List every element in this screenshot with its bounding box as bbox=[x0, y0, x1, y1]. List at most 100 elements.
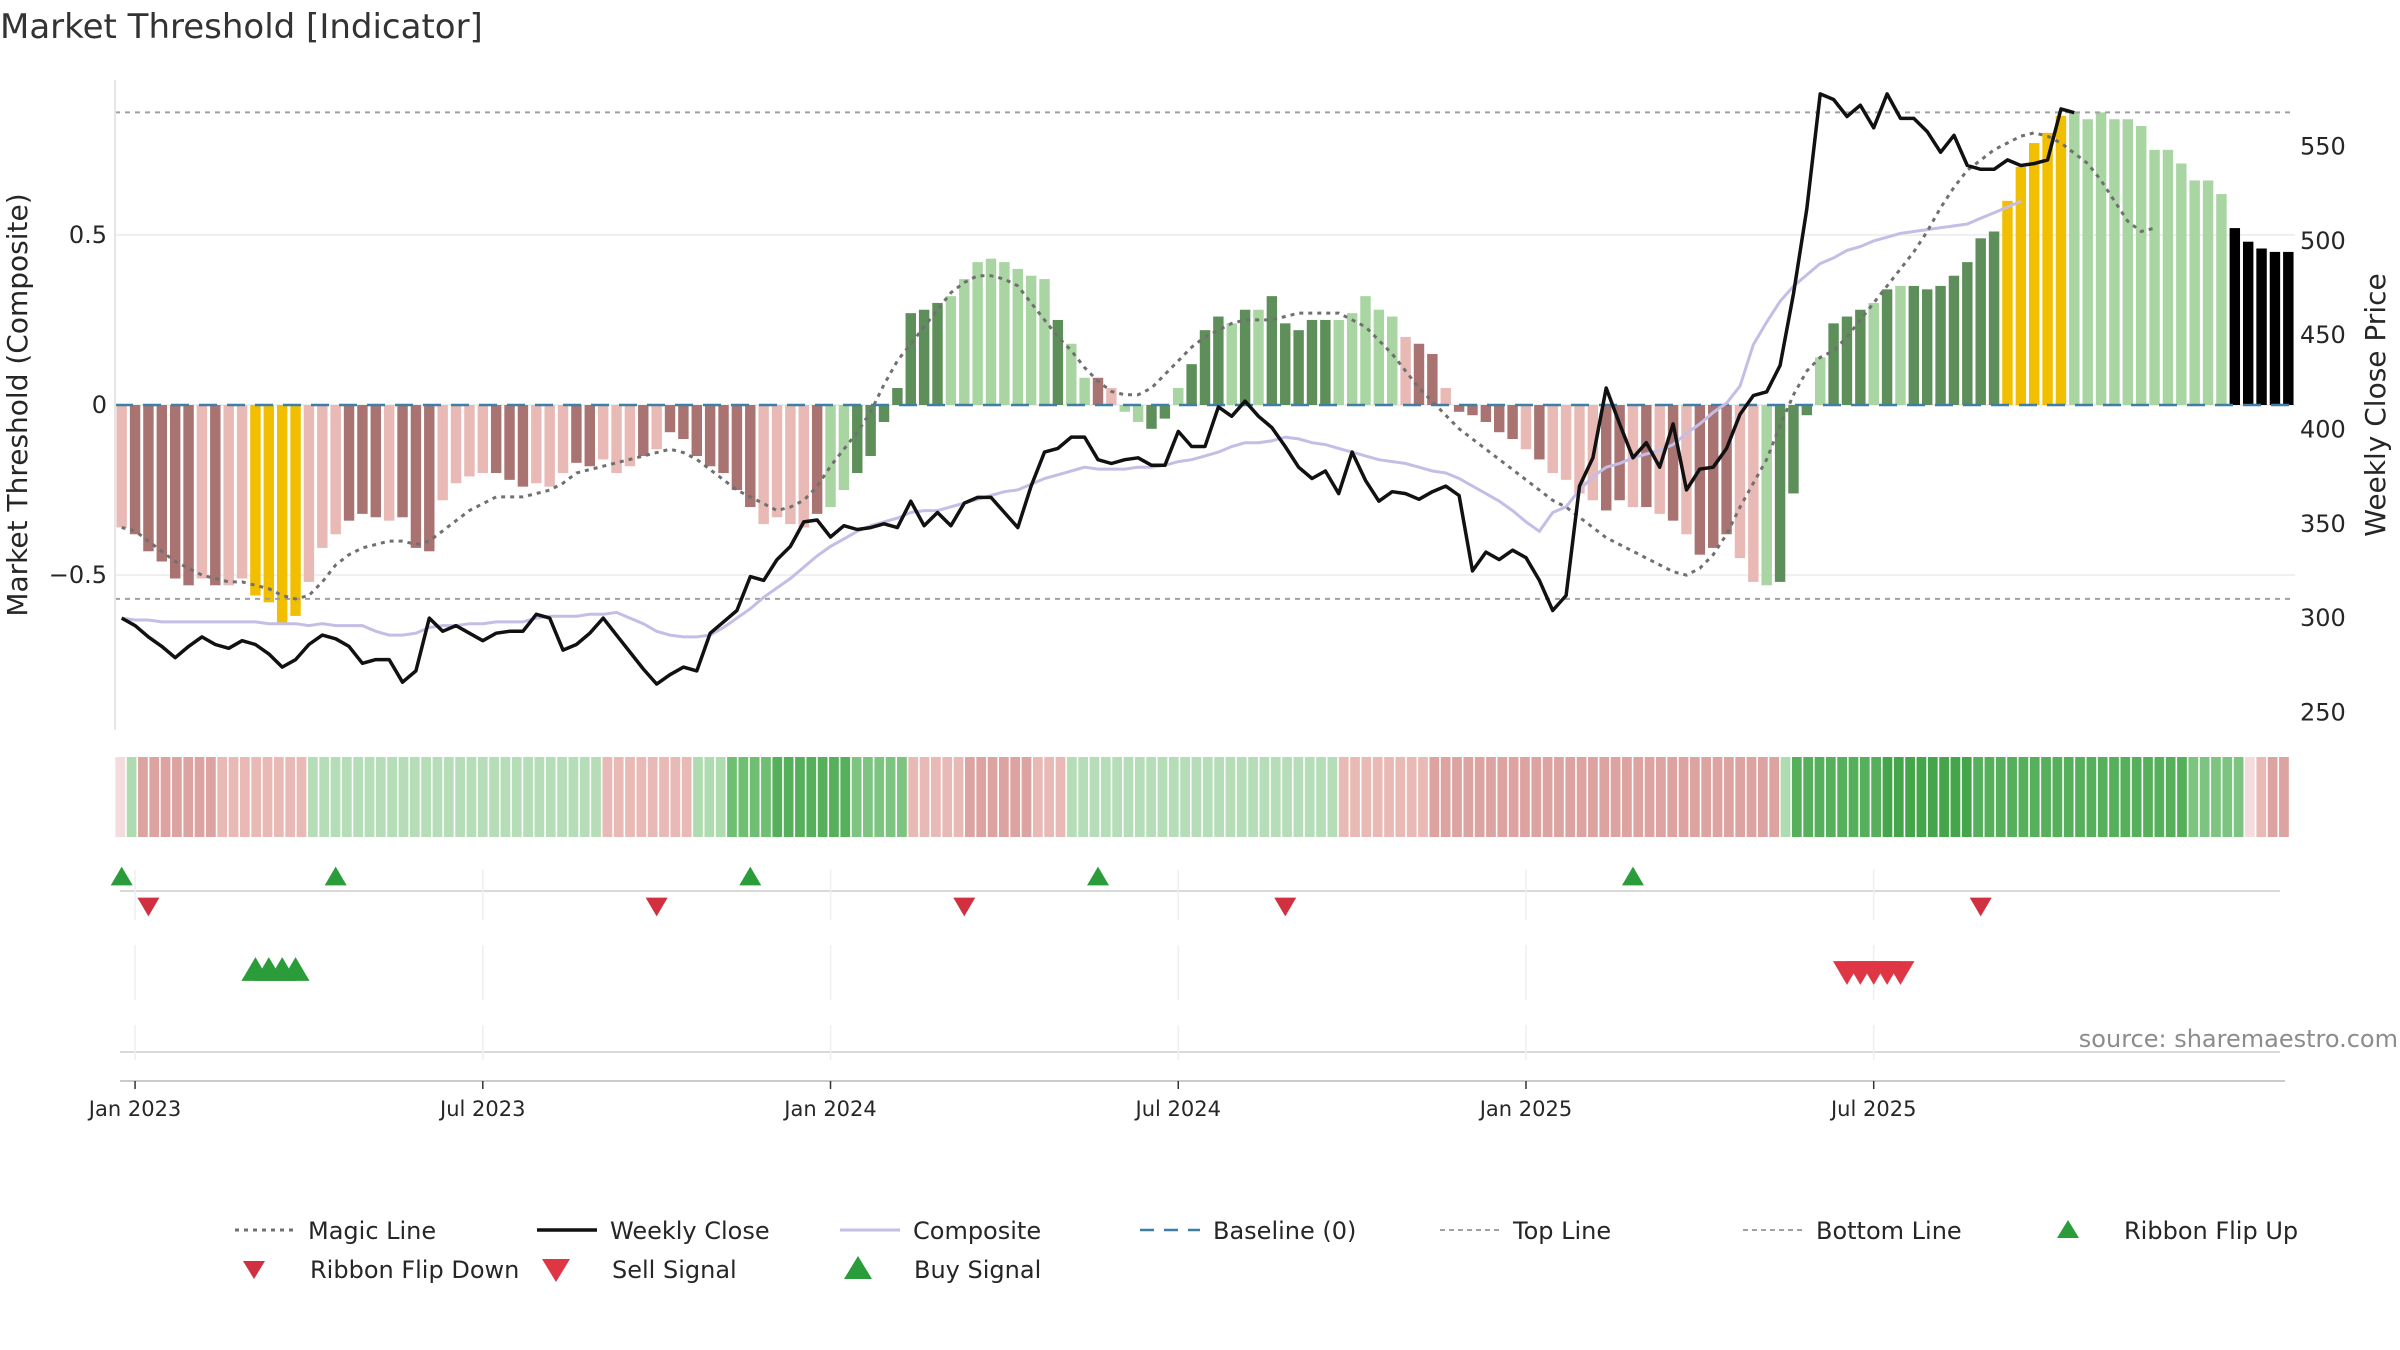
ribbon-cell bbox=[817, 757, 828, 837]
composite-bar bbox=[852, 405, 863, 474]
ribbon-cell bbox=[1055, 757, 1066, 837]
ribbon-cell bbox=[1089, 757, 1100, 837]
right-y-tick-label: 550 bbox=[2300, 133, 2346, 161]
ribbon-cell bbox=[647, 757, 658, 837]
legend-label: Weekly Close bbox=[610, 1217, 770, 1245]
composite-bar bbox=[1908, 285, 1920, 405]
ribbon-cell bbox=[172, 757, 182, 837]
ribbon-cell bbox=[217, 757, 228, 837]
x-tick-label: Jul 2024 bbox=[1134, 1097, 1221, 1121]
composite-bar bbox=[1293, 330, 1304, 405]
ribbon-flip-up-marker bbox=[324, 866, 347, 886]
composite-bar bbox=[2283, 251, 2294, 405]
signal-markers bbox=[110, 866, 2280, 1060]
composite-bar bbox=[1440, 387, 1451, 405]
ribbon-cell bbox=[761, 757, 771, 837]
left-y-tick-label: 0.5 bbox=[69, 221, 107, 249]
ribbon-cell bbox=[1225, 757, 1236, 837]
ribbon-cell bbox=[262, 757, 273, 837]
ribbon-cell bbox=[126, 757, 137, 837]
ribbon-cell bbox=[2211, 757, 2221, 837]
ribbon-cell bbox=[1565, 757, 1576, 837]
composite-bar bbox=[1012, 268, 1023, 405]
axes: 0.5 0 −0.5 250 300 350 400 450 500 550 bbox=[49, 80, 2346, 730]
ribbon-cell bbox=[489, 757, 499, 837]
ribbon-cell bbox=[1259, 757, 1270, 837]
composite-bar bbox=[1266, 296, 1278, 405]
ribbon-cell bbox=[1032, 757, 1043, 837]
composite-bar bbox=[464, 405, 475, 477]
composite-bar bbox=[169, 405, 181, 579]
composite-bar bbox=[1373, 309, 1385, 405]
ribbon-cell bbox=[1576, 757, 1587, 837]
composite-bar bbox=[1841, 316, 1853, 405]
ribbon-cell bbox=[1123, 757, 1134, 837]
ribbon-flip-down-marker bbox=[953, 897, 976, 917]
ribbon-cell bbox=[2120, 757, 2131, 837]
x-tick-label: Jan 2023 bbox=[87, 1097, 182, 1121]
ribbon-cell bbox=[387, 757, 398, 837]
ribbon-cell bbox=[353, 757, 364, 837]
composite-bar bbox=[1962, 262, 1973, 405]
composite-bar bbox=[758, 405, 769, 525]
composite-bar bbox=[1708, 405, 1719, 548]
composite-bar bbox=[865, 405, 876, 457]
ribbon-cell bbox=[738, 757, 749, 837]
ribbon-cell bbox=[2256, 757, 2267, 837]
ribbon-cell bbox=[341, 757, 352, 837]
composite-bar bbox=[1159, 405, 1171, 419]
buy-signal-marker bbox=[281, 957, 310, 981]
composite-bar bbox=[1681, 405, 1692, 535]
ribbon-flip-down-marker bbox=[645, 897, 668, 917]
ribbon-cell bbox=[681, 757, 692, 837]
sell-signal-marker bbox=[1886, 961, 1915, 985]
ribbon-cell bbox=[806, 757, 817, 837]
ribbon-cell bbox=[1995, 757, 2006, 837]
x-tick-label: Jul 2025 bbox=[1829, 1097, 1916, 1121]
ribbon-cell bbox=[1168, 757, 1179, 837]
ribbon-cell bbox=[1644, 757, 1655, 837]
ribbon-cell bbox=[1282, 757, 1292, 837]
ribbon-cell bbox=[1690, 757, 1700, 837]
composite-bar bbox=[731, 405, 743, 491]
composite-bar bbox=[1052, 319, 1064, 405]
composite-bar bbox=[718, 405, 729, 474]
composite-bar bbox=[2122, 119, 2134, 405]
legend-swatch-flip-up bbox=[2057, 1220, 2079, 1238]
composite-bar bbox=[357, 405, 368, 514]
composite-bar bbox=[1079, 377, 1090, 405]
composite-bar bbox=[250, 405, 261, 596]
composite-bar bbox=[1734, 405, 1746, 559]
ribbon-cell bbox=[1803, 757, 1814, 837]
ribbon-cell bbox=[534, 757, 545, 837]
composite-bar bbox=[1948, 275, 1960, 405]
ribbon-flip-up-marker bbox=[1621, 866, 1644, 886]
ribbon-cell bbox=[1100, 757, 1111, 837]
composite-bar bbox=[2082, 119, 2093, 405]
composite-bar bbox=[1774, 405, 1786, 582]
composite-bar bbox=[1480, 405, 1492, 423]
left-y-tick-label: −0.5 bbox=[49, 561, 107, 589]
source-note: source: sharemaestro.com bbox=[2079, 1025, 2398, 1053]
ribbon-cell bbox=[240, 757, 250, 837]
ribbon-cell bbox=[1723, 757, 1734, 837]
x-tick-label: Jan 2025 bbox=[1478, 1097, 1573, 1121]
composite-bar bbox=[236, 405, 248, 579]
ribbon-cell bbox=[1508, 757, 1519, 837]
right-y-tick-label: 500 bbox=[2300, 227, 2346, 255]
ribbon-cell bbox=[1214, 757, 1224, 837]
legend-label: Bottom Line bbox=[1816, 1217, 1962, 1245]
ribbon-cell bbox=[908, 757, 919, 837]
composite-bar bbox=[1694, 405, 1706, 555]
ribbon-cell bbox=[953, 757, 964, 837]
ribbon-cell bbox=[138, 757, 148, 837]
legend-label: Composite bbox=[913, 1217, 1041, 1245]
ribbon-cell bbox=[749, 757, 760, 837]
ribbon-cell bbox=[851, 757, 862, 837]
legend: Magic Line Weekly Close Composite Baseline … bbox=[235, 1217, 2298, 1284]
legend-label: Buy Signal bbox=[914, 1256, 1041, 1284]
composite-bar bbox=[1467, 405, 1478, 416]
ribbon-cell bbox=[1712, 757, 1723, 837]
composite-bar bbox=[678, 405, 689, 440]
ribbon-cell bbox=[2245, 757, 2255, 837]
